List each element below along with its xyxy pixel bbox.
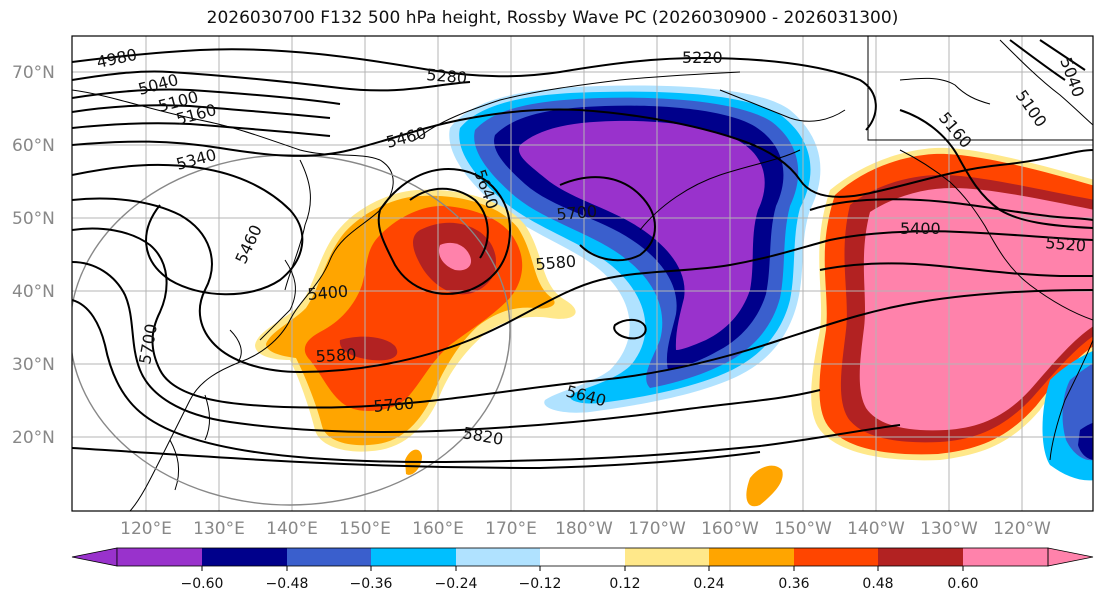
colorbar-segment — [878, 548, 963, 566]
colorbar-segment — [709, 548, 794, 566]
longitude-labels: 120°E 130°E 140°E 150°E 160°E 170°E 180°… — [120, 519, 1051, 539]
contour-label: 5220 — [682, 48, 723, 67]
colorbar-segment — [202, 548, 287, 566]
colorbar-tick-label: −0.24 — [435, 576, 478, 592]
lon-label: 160°E — [412, 519, 464, 539]
graticule — [72, 36, 1093, 511]
lon-label: 140°E — [266, 519, 318, 539]
lat-label-40n: 40°N — [12, 282, 55, 302]
figure-title: 2026030700 F132 500 hPa height, Rossby W… — [206, 8, 899, 28]
colorbar-high-extend — [1047, 547, 1094, 567]
map-frame — [71, 35, 1094, 512]
lat-label-20n: 20°N — [12, 428, 55, 448]
lon-label: 120°E — [120, 519, 172, 539]
lon-label: 170°E — [485, 519, 537, 539]
colorbar-tick-label: 0.48 — [862, 576, 893, 592]
colorbar-tick-label: −0.12 — [519, 576, 562, 592]
lon-label: 150°E — [339, 519, 391, 539]
lat-label-70n: 70°N — [12, 63, 55, 83]
map-layers: 4980 5040 5100 5160 5220 5280 5340 5460 … — [72, 36, 1093, 511]
height-contours — [72, 39, 1093, 470]
colorbar-tick-label: −0.60 — [181, 576, 224, 592]
contour-label: 5280 — [426, 65, 468, 87]
colorbar-segment — [540, 548, 625, 566]
contour-label: 5580 — [315, 345, 357, 366]
lon-label: 130°E — [193, 519, 245, 539]
lon-label: 150°W — [774, 519, 832, 539]
latitude-labels: 70°N 60°N 50°N 40°N 30°N 20°N — [12, 63, 55, 448]
colorbar-segment — [287, 548, 371, 566]
contour-label: 5700 — [556, 202, 598, 224]
colorbar-tick-label: −0.48 — [266, 576, 309, 592]
lat-label-30n: 30°N — [12, 355, 55, 375]
colorbar-segment — [371, 548, 456, 566]
lon-label: 170°W — [628, 519, 686, 539]
colorbar-segment — [794, 548, 878, 566]
colorbar-segment — [625, 548, 709, 566]
colorbar-segment — [117, 548, 202, 566]
coastlines — [72, 36, 1093, 511]
colorbar-tick-label: −0.36 — [350, 576, 393, 592]
colorbar-tick-label: 0.24 — [693, 576, 724, 592]
colorbar-tick-label: 0.60 — [947, 576, 978, 592]
colorbar-tick-label: 0.36 — [778, 576, 809, 592]
contour-label: 5400 — [900, 219, 941, 238]
lat-label-60n: 60°N — [12, 136, 55, 156]
lon-label: 130°W — [920, 519, 978, 539]
colorbar-ticks — [201, 566, 964, 571]
contour-label: 5760 — [373, 394, 415, 416]
contour-label: 5580 — [535, 252, 577, 274]
lon-label: 160°W — [701, 519, 759, 539]
colorbar: −0.60 −0.48 −0.36 −0.24 −0.12 0.12 0.24 … — [71, 547, 1094, 592]
lon-label: 180°W — [555, 519, 613, 539]
colorbar-frame — [116, 547, 1049, 567]
contour-label: 5400 — [307, 282, 349, 304]
colorbar-segment — [963, 548, 1048, 566]
lat-label-50n: 50°N — [12, 209, 55, 229]
colorbar-tick-label: 0.12 — [609, 576, 640, 592]
colorbar-low-extend — [71, 547, 118, 567]
lon-label: 120°W — [993, 519, 1051, 539]
colorbar-segment — [456, 548, 540, 566]
lon-label: 140°W — [847, 519, 905, 539]
east-positive-anomaly-region — [811, 147, 1093, 481]
west-positive-anomaly-region — [255, 189, 783, 507]
contour-label: 5520 — [1045, 233, 1087, 255]
